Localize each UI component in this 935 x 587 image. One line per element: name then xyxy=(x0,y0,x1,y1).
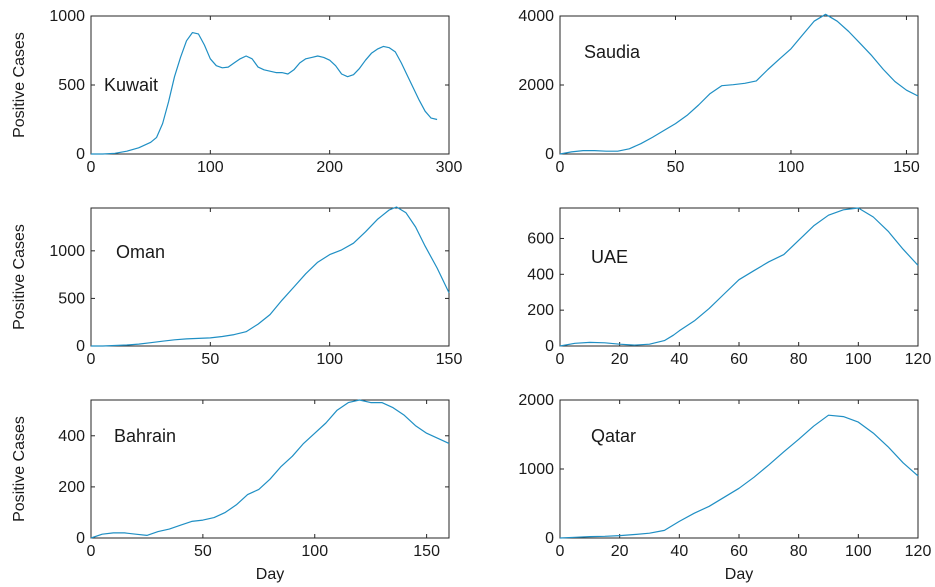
y-tick-label: 400 xyxy=(527,266,554,283)
x-axis-label: Day xyxy=(256,566,284,583)
x-tick-label: 80 xyxy=(790,351,808,368)
x-tick-label: 20 xyxy=(611,543,629,560)
y-tick-label: 0 xyxy=(545,530,554,547)
series-line xyxy=(91,31,438,155)
y-axis-label: Positive Cases xyxy=(11,224,28,330)
x-tick-label: 50 xyxy=(667,159,685,176)
subplot-bahrain: 0 50 100 150 0 200 400 Bahrain Positive Cases Day xyxy=(11,399,450,583)
y-tick-label: 200 xyxy=(58,479,85,496)
y-tick-label: 1000 xyxy=(49,8,85,25)
series-line xyxy=(559,207,919,347)
y-tick-label: 2000 xyxy=(518,392,554,409)
plot-frame xyxy=(90,399,450,539)
x-tick-label: 20 xyxy=(611,351,629,368)
x-tick-label: 0 xyxy=(87,351,96,368)
x-tick-label: 100 xyxy=(316,351,343,368)
x-tick-label: 100 xyxy=(197,159,224,176)
x-tick-label: 100 xyxy=(845,351,872,368)
y-tick-label: 0 xyxy=(76,146,85,163)
country-label: Qatar xyxy=(591,426,636,446)
x-tick-label: 60 xyxy=(730,351,748,368)
series-line xyxy=(559,414,919,539)
y-tick-label: 0 xyxy=(76,530,85,547)
country-label: Saudia xyxy=(584,42,641,62)
y-tick-label: 500 xyxy=(58,77,85,94)
series-line xyxy=(91,206,450,347)
plot-frame xyxy=(559,15,919,155)
x-tick-label: 120 xyxy=(905,351,932,368)
x-tick-label: 300 xyxy=(436,159,463,176)
y-tick-label: 1000 xyxy=(49,243,85,260)
y-axis-label: Positive Cases xyxy=(11,416,28,522)
x-tick-label: 150 xyxy=(893,159,920,176)
country-label: UAE xyxy=(591,247,628,267)
plot-frame xyxy=(559,399,919,539)
x-tick-label: 100 xyxy=(778,159,805,176)
country-label: Bahrain xyxy=(114,426,176,446)
series-line xyxy=(90,399,450,539)
y-tick-label: 0 xyxy=(545,146,554,163)
x-tick-label: 40 xyxy=(670,351,688,368)
y-tick-label: 4000 xyxy=(518,8,554,25)
x-tick-label: 100 xyxy=(845,543,872,560)
subplot-kuwait: 0 100 200 300 0 500 1000 Kuwait Positive Cases xyxy=(11,8,462,176)
x-tick-label: 0 xyxy=(556,543,565,560)
x-tick-label: 50 xyxy=(194,543,212,560)
x-tick-label: 100 xyxy=(301,543,328,560)
x-tick-label: 0 xyxy=(87,159,96,176)
y-tick-label: 600 xyxy=(527,230,554,247)
x-tick-label: 120 xyxy=(905,543,932,560)
y-tick-label: 200 xyxy=(527,302,554,319)
country-label: Oman xyxy=(116,242,165,262)
x-tick-label: 40 xyxy=(670,543,688,560)
y-tick-label: 400 xyxy=(58,428,85,445)
y-tick-label: 1000 xyxy=(518,461,554,478)
y-axis-label: Positive Cases xyxy=(11,32,28,138)
series-line xyxy=(559,13,919,155)
x-tick-label: 0 xyxy=(87,543,96,560)
subplot-qatar: 0 20 40 60 80 100 120 0 1000 2000 Qatar Day xyxy=(518,392,931,583)
x-tick-label: 60 xyxy=(730,543,748,560)
x-tick-label: 80 xyxy=(790,543,808,560)
y-tick-label: 500 xyxy=(58,290,85,307)
subplot-saudia: 0 50 100 150 0 2000 4000 Saudia xyxy=(518,8,919,176)
x-axis-label: Day xyxy=(725,566,753,583)
x-tick-label: 200 xyxy=(316,159,343,176)
subplot-oman: 0 50 100 150 0 500 1000 Oman Positive Cases xyxy=(11,206,463,368)
subplot-uae: 0 20 40 60 80 100 120 0 200 400 600 UAE xyxy=(527,207,932,368)
y-tick-label: 2000 xyxy=(518,77,554,94)
x-tick-label: 0 xyxy=(556,159,565,176)
y-tick-label: 0 xyxy=(76,338,85,355)
plot-frame xyxy=(559,207,919,347)
x-tick-label: 50 xyxy=(201,351,219,368)
plot-frame xyxy=(90,207,450,347)
country-label: Kuwait xyxy=(104,75,158,95)
y-tick-label: 0 xyxy=(545,338,554,355)
x-tick-label: 150 xyxy=(436,351,463,368)
x-tick-label: 0 xyxy=(556,351,565,368)
x-tick-label: 150 xyxy=(413,543,440,560)
